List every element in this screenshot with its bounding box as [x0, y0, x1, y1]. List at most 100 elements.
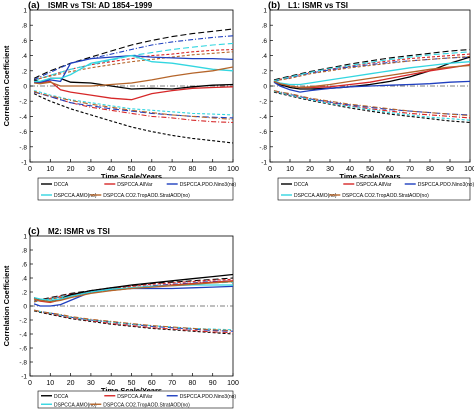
x-tick-label: 60 — [148, 166, 156, 173]
x-tick-label: 80 — [189, 166, 197, 173]
panel-1: 0 10 20 30 40 50 60 70 80 90 100 -1 -.8 -.6 -.4 -.2 0 .2.… — [2, 0, 239, 201]
confidence-bound-lower-5 — [33, 309, 233, 332]
x-tick-label: 40 — [346, 166, 354, 173]
panel-label: (c) — [28, 226, 40, 237]
confidence-bound-lower-4 — [273, 90, 470, 121]
y-tick-label: -.6 — [19, 129, 27, 136]
confidence-bound-upper-5 — [273, 55, 470, 82]
x-tick-label: 70 — [406, 166, 414, 173]
series-line-3 — [273, 80, 470, 93]
y-tick-label: -.8 — [259, 144, 267, 151]
y-axis-label: Correlation Coefficient — [2, 45, 11, 126]
y-tick-label: .4 — [22, 276, 28, 283]
y-tick-label: .2 — [262, 68, 268, 75]
x-tick-label: 30 — [326, 166, 334, 173]
y-tick-label: -1 — [21, 374, 27, 381]
confidence-bound-upper-1 — [33, 28, 233, 79]
y-tick-label: -.2 — [19, 99, 27, 106]
confidence-bound-lower-4 — [33, 90, 233, 116]
y-tick-label: -.6 — [259, 129, 267, 136]
x-axis-label: Time Scale/Years — [101, 386, 162, 395]
confidence-bound-lower-1 — [273, 91, 470, 124]
y-tick-label: 1 — [263, 8, 267, 15]
x-tick-label: 70 — [168, 380, 176, 387]
x-tick-label: 100 — [227, 380, 239, 387]
y-tick-label: -1 — [261, 160, 267, 167]
y-tick-label: .8 — [262, 23, 268, 30]
confidence-bound-upper-2 — [33, 278, 233, 303]
x-tick-label: 40 — [107, 380, 115, 387]
y-axis-label: Correlation Coefficient — [2, 265, 11, 346]
x-tick-label: 90 — [446, 166, 454, 173]
legend-label-3: DSPCCA.PDO.Nino3(no) — [180, 394, 237, 400]
legend-label-4: DSPCCA.AMO(no) — [54, 193, 97, 199]
confidence-bound-upper-4 — [273, 51, 470, 82]
x-tick-label: 90 — [209, 380, 217, 387]
y-tick-label: .2 — [22, 68, 28, 75]
series-line-4 — [34, 54, 233, 83]
x-tick-label: 70 — [168, 166, 176, 173]
x-axis-label: Time Scale/Years — [339, 172, 400, 181]
y-tick-label: .2 — [22, 290, 28, 297]
x-tick-label: 60 — [386, 166, 394, 173]
x-tick-label: 50 — [128, 380, 136, 387]
legend: DCCA DSPCCA.AllVar DSPCCA.PDO.Nino3(no) DSP… — [277, 177, 474, 201]
series-group — [33, 273, 233, 335]
legend-label-2: DSPCCA.AllVar — [117, 394, 153, 400]
y-tick-label: .4 — [262, 53, 268, 60]
confidence-bound-upper-2 — [33, 48, 233, 81]
y-tick-label: -.4 — [259, 114, 267, 121]
confidence-bound-upper-2 — [273, 53, 470, 82]
confidence-bound-lower-2 — [33, 91, 233, 124]
x-tick-label: 30 — [87, 380, 95, 387]
panel-label: (b) — [268, 0, 280, 11]
x-tick-label: 80 — [189, 380, 197, 387]
x-tick-label: 50 — [128, 166, 136, 173]
x-tick-label: 50 — [366, 166, 374, 173]
y-tick-label: 0 — [23, 84, 27, 91]
x-tick-label: 20 — [67, 380, 75, 387]
x-tick-label: 100 — [464, 166, 474, 173]
y-tick-label: -.6 — [19, 346, 27, 353]
series-line-5 — [273, 64, 470, 89]
y-tick-label: 1 — [23, 234, 27, 241]
series-line-4 — [273, 61, 470, 86]
y-tick-label: 0 — [263, 84, 267, 91]
legend-label-5: DSPCCA.CO2.TropAOD.StratAOD(no) — [342, 193, 429, 199]
y-tick-label: -.4 — [19, 332, 27, 339]
confidence-bound-upper-5 — [33, 51, 233, 82]
x-tick-label: 20 — [306, 166, 314, 173]
series-group — [273, 48, 470, 124]
x-tick-label: 10 — [286, 166, 294, 173]
x-tick-label: 0 — [268, 166, 272, 173]
confidence-bound-lower-4 — [33, 309, 233, 331]
y-tick-label: .6 — [22, 262, 28, 269]
confidence-bound-lower-5 — [273, 90, 470, 117]
x-tick-label: 60 — [148, 380, 156, 387]
confidence-bound-lower-1 — [33, 310, 233, 335]
series-line-3 — [34, 54, 233, 83]
series-line-2 — [33, 80, 233, 101]
x-tick-label: 10 — [46, 380, 54, 387]
legend-label-1: DCCA — [54, 182, 69, 188]
legend-label-3: DSPCCA.PDO.Nino3(no) — [418, 182, 474, 188]
y-tick-label: 0 — [23, 304, 27, 311]
series-line-4 — [33, 284, 233, 302]
y-tick-label: -1 — [21, 160, 27, 167]
legend-label-5: DSPCCA.CO2.TropAOD.StratAOD(no) — [103, 193, 190, 199]
x-tick-label: 80 — [426, 166, 434, 173]
legend-label-4: DSPCCA.AMO(no) — [294, 193, 337, 199]
series-line-5 — [33, 280, 233, 303]
legend: DCCA DSPCCA.AllVar DSPCCA.PDO.Nino3(no) DSP… — [37, 390, 237, 409]
panel-3: 0 10 20 30 40 50 60 70 80 90 100 -1 -.8 -.6 -.4 -.2 0 .2.… — [2, 226, 239, 409]
y-tick-label: -.2 — [19, 318, 27, 325]
legend-label-4: DSPCCA.AMO(no) — [54, 402, 97, 408]
series-line-5 — [34, 66, 233, 87]
chart-title: M2: ISMR vs TSI — [48, 227, 110, 236]
y-tick-label: -.8 — [19, 144, 27, 151]
x-tick-label: 0 — [28, 380, 32, 387]
y-tick-label: 1 — [23, 8, 27, 15]
y-tick-label: -.2 — [259, 99, 267, 106]
legend-label-5: DSPCCA.CO2.TropAOD.StratAOD(no) — [103, 402, 190, 408]
